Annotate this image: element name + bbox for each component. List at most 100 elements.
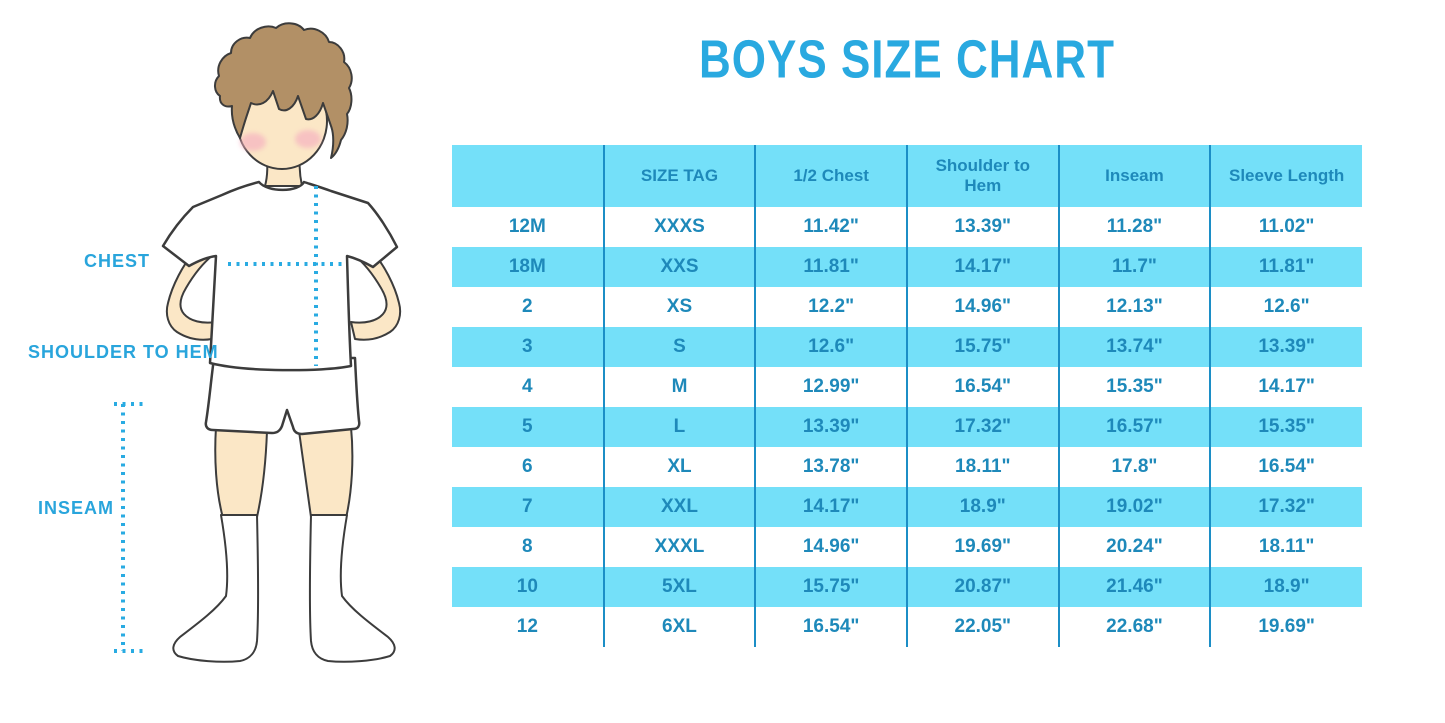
value-cell: 20.87" [905,567,1059,607]
value-cell: 15.35" [1209,407,1362,447]
table-row: 10 5XL 15.75" 20.87" 21.46" 18.9" [452,567,1362,607]
value-cell: 11.28" [1057,207,1211,247]
size-cell: 4 [522,376,533,397]
value-cell: 14.17" [1209,367,1362,407]
table-row: 12M XXXS 11.42" 13.39" 11.28" 11.02" [452,207,1362,247]
table-row: 4 M 12.99" 16.54" 15.35" 14.17" [452,367,1362,407]
size-table-body: 12M XXXS 11.42" 13.39" 11.28" 11.02" 18M XXS 11.… [452,207,1362,647]
value-cell: XL [602,447,756,487]
value-cell: 12.13" [1057,287,1211,327]
value-cell: 19.02" [1057,487,1211,527]
blush-left [240,133,266,151]
size-cell: 7 [452,487,604,527]
value-cell: 18.11" [905,447,1059,487]
value-cell: 15.35" [1057,367,1211,407]
size-table-head: SIZE TAG 1/2 Chest Shoulder to Hem Inseam Sl… [452,145,1362,207]
header-cell: SIZE TAG [602,145,756,207]
table-row: 8 XXXL 14.96" 19.69" 20.24" 18.11" [452,527,1362,567]
left-leg-shape [214,426,268,519]
measurement-figure: CHEST SHOULDER TO HEM INSEAM [0,0,450,723]
value-cell: XXS [602,247,756,287]
value-cell: 11.42" [754,207,907,247]
size-cell: 2 [522,296,533,317]
value-cell: 19.69" [905,527,1059,567]
value-cell: 13.78" [754,447,907,487]
size-cell: 12 [516,616,538,637]
size-cell: 3 [452,327,604,367]
header-cell-blank [452,145,604,207]
value-cell: XXXS [602,207,756,247]
value-cell: 12.2" [754,287,907,327]
table-row: 3 S 12.6" 15.75" 13.74" 13.39" [452,327,1362,367]
value-cell: 16.57" [1057,407,1211,447]
value-cell: 12.99" [754,367,907,407]
value-cell: 19.69" [1209,607,1362,647]
size-cell: 10 [452,567,604,607]
hair-shape [214,22,353,159]
table-row: 5 L 13.39" 17.32" 16.57" 15.35" [452,407,1362,447]
right-leg-shape [298,426,354,519]
table-row: 7 XXL 14.17" 18.9" 19.02" 17.32" [452,487,1362,527]
value-cell: 5XL [602,567,756,607]
value-cell: 13.39" [754,407,907,447]
table-row: 18M XXS 11.81" 14.17" 11.7" 11.81" [452,247,1362,287]
header-row: SIZE TAG 1/2 Chest Shoulder to Hem Inseam Sl… [452,145,1362,207]
value-cell: 21.46" [1057,567,1211,607]
value-cell: 11.7" [1057,247,1211,287]
value-cell: 11.02" [1209,207,1362,247]
value-cell: 13.74" [1057,327,1211,367]
size-cell: 8 [522,536,533,557]
value-cell: XXL [602,487,756,527]
value-cell: 16.54" [1209,447,1362,487]
value-cell: 17.8" [1057,447,1211,487]
size-cell: 12M [508,216,546,237]
size-cell: 5 [452,407,604,447]
right-arm-shape [350,249,402,341]
header-cell: Shoulder to Hem [905,145,1059,207]
value-cell: 22.68" [1057,607,1211,647]
header-cell: 1/2 Chest [754,145,907,207]
value-cell: M [602,367,756,407]
shorts-shape [204,356,361,436]
blush-right [295,130,321,148]
value-cell: 14.17" [905,247,1059,287]
table-row: 2 XS 12.2" 14.96" 12.13" 12.6" [452,287,1362,327]
inseam-label: INSEAM [38,498,115,518]
value-cell: XS [602,287,756,327]
value-cell: 16.54" [905,367,1059,407]
value-cell: 18.9" [1209,567,1362,607]
value-cell: 11.81" [1209,247,1362,287]
shoulder-to-hem-label: SHOULDER TO HEM [28,342,219,362]
table-row: 6 XL 13.78" 18.11" 17.8" 16.54" [452,447,1362,487]
value-cell: 16.54" [754,607,907,647]
boy-illustration [114,22,402,663]
value-cell: 13.39" [905,207,1059,247]
header-cell: Sleeve Length [1209,145,1362,207]
left-sock-shape [172,514,260,663]
value-cell: 17.32" [1209,487,1362,527]
value-cell: 6XL [602,607,756,647]
header-cell: Inseam [1057,145,1211,207]
right-sock-shape [308,514,396,663]
value-cell: 13.39" [1209,327,1362,367]
value-cell: 11.81" [754,247,907,287]
page-title: BOYS SIZE CHART [699,30,1115,90]
value-cell: 18.9" [905,487,1059,527]
inseam-measure-line [114,402,146,653]
size-table: SIZE TAG 1/2 Chest Shoulder to Hem Inseam Sl… [452,145,1362,647]
value-cell: S [602,327,756,367]
size-cell: 18M [452,247,604,287]
value-cell: L [602,407,756,447]
size-cell: 6 [522,456,533,477]
table-row: 12 6XL 16.54" 22.05" 22.68" 19.69" [452,607,1362,647]
value-cell: 18.11" [1209,527,1362,567]
value-cell: 20.24" [1057,527,1211,567]
chest-label: CHEST [84,251,151,271]
value-cell: XXXL [602,527,756,567]
shirt-shape [161,180,399,372]
value-cell: 17.32" [905,407,1059,447]
value-cell: 14.96" [754,527,907,567]
value-cell: 15.75" [754,567,907,607]
value-cell: 22.05" [905,607,1059,647]
